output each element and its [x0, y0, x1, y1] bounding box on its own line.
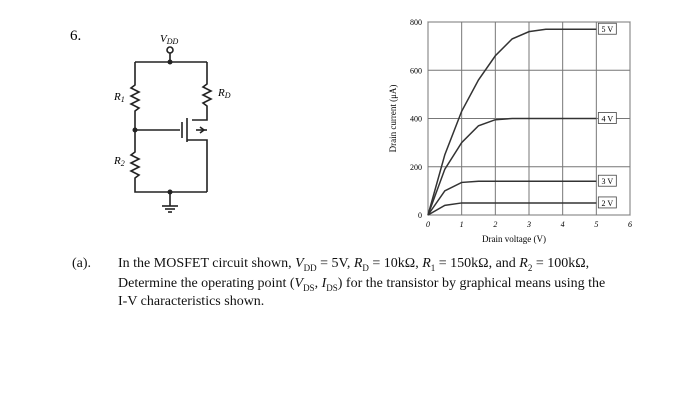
y-tick-label: 400 — [410, 115, 422, 124]
subscript: DD — [303, 262, 317, 273]
curve-label-box — [597, 174, 617, 187]
x-tick-label: 3 — [526, 220, 531, 229]
curve-label: 2 V — [602, 199, 614, 208]
x-tick-label: 0 — [426, 220, 430, 229]
vdd-subscript: DD — [166, 37, 179, 46]
text: ) for the transistor by graphical means … — [337, 276, 606, 291]
x-tick-label: 5 — [594, 220, 598, 229]
text: R — [422, 256, 431, 271]
x-axis-label: Drain voltage (V) — [482, 234, 546, 244]
r1-subscript: 1 — [121, 95, 125, 104]
y-tick-label: 200 — [410, 163, 422, 172]
vdd-symbol: V — [160, 33, 168, 45]
r2-label: R2 — [113, 155, 125, 168]
text: I — [321, 276, 327, 291]
rd-label: RD — [217, 87, 231, 100]
text: = 5V, — [316, 256, 354, 271]
y-tick-label: 800 — [410, 18, 422, 27]
x-tick-label: 6 — [628, 220, 632, 229]
circuit — [129, 46, 213, 213]
subscript: DS — [303, 282, 315, 293]
x-tick-label: 1 — [460, 220, 464, 229]
problem-number: 6. — [70, 28, 81, 44]
vdd-terminal — [166, 46, 174, 54]
y-tick-label: 0 — [418, 211, 422, 220]
curve — [427, 28, 597, 216]
text: R — [353, 256, 363, 271]
curve — [427, 202, 597, 216]
x-tick-label: 4 — [561, 220, 565, 229]
text: Determine the operating point ( — [118, 276, 295, 291]
chart: 0 200 400 600 800 0 1 2 3 4 5 6 Drain voltage (V) Dra… — [388, 18, 632, 244]
question-line: Determine the operating point (VDS, IDS)… — [118, 276, 605, 293]
curve-label: 3 V — [602, 177, 614, 186]
curve-label-box — [597, 22, 617, 35]
vdd-label: VDD — [160, 33, 179, 46]
subscript: D — [362, 262, 369, 273]
rd-subscript: D — [224, 91, 231, 100]
curve-label: 5 V — [602, 25, 614, 34]
r1-symbol: R — [113, 91, 121, 103]
rd-symbol: R — [217, 87, 225, 99]
y-axis-label: Drain current (μA) — [388, 85, 398, 153]
text: R — [519, 256, 528, 271]
question-line: I-V characteristics shown. — [118, 294, 265, 309]
r1-label: R1 — [113, 91, 125, 104]
text: In the MOSFET circuit shown, — [118, 256, 296, 271]
curve-label-box — [597, 112, 617, 124]
question-label: (a). — [72, 256, 92, 271]
text: = 100kΩ, — [532, 256, 590, 271]
text: V — [295, 256, 304, 271]
y-tick-label: 600 — [410, 66, 422, 75]
curve-label: 4 V — [602, 115, 614, 124]
text: V — [294, 276, 304, 291]
subscript: 2 — [527, 262, 533, 273]
r2-subscript: 2 — [121, 159, 125, 168]
text: , — [314, 276, 322, 291]
r2-symbol: R — [113, 155, 121, 167]
text: = 10kΩ, — [368, 256, 423, 271]
curve — [427, 117, 597, 216]
curve-label-box — [597, 196, 617, 209]
text: = 150kΩ, and — [435, 256, 520, 271]
x-tick-label: 2 — [493, 220, 497, 229]
question-line: In the MOSFET circuit shown, VDD = 5V, R… — [118, 256, 589, 273]
subscript: 1 — [430, 262, 436, 273]
subscript: DS — [326, 282, 338, 293]
curve — [427, 180, 597, 216]
